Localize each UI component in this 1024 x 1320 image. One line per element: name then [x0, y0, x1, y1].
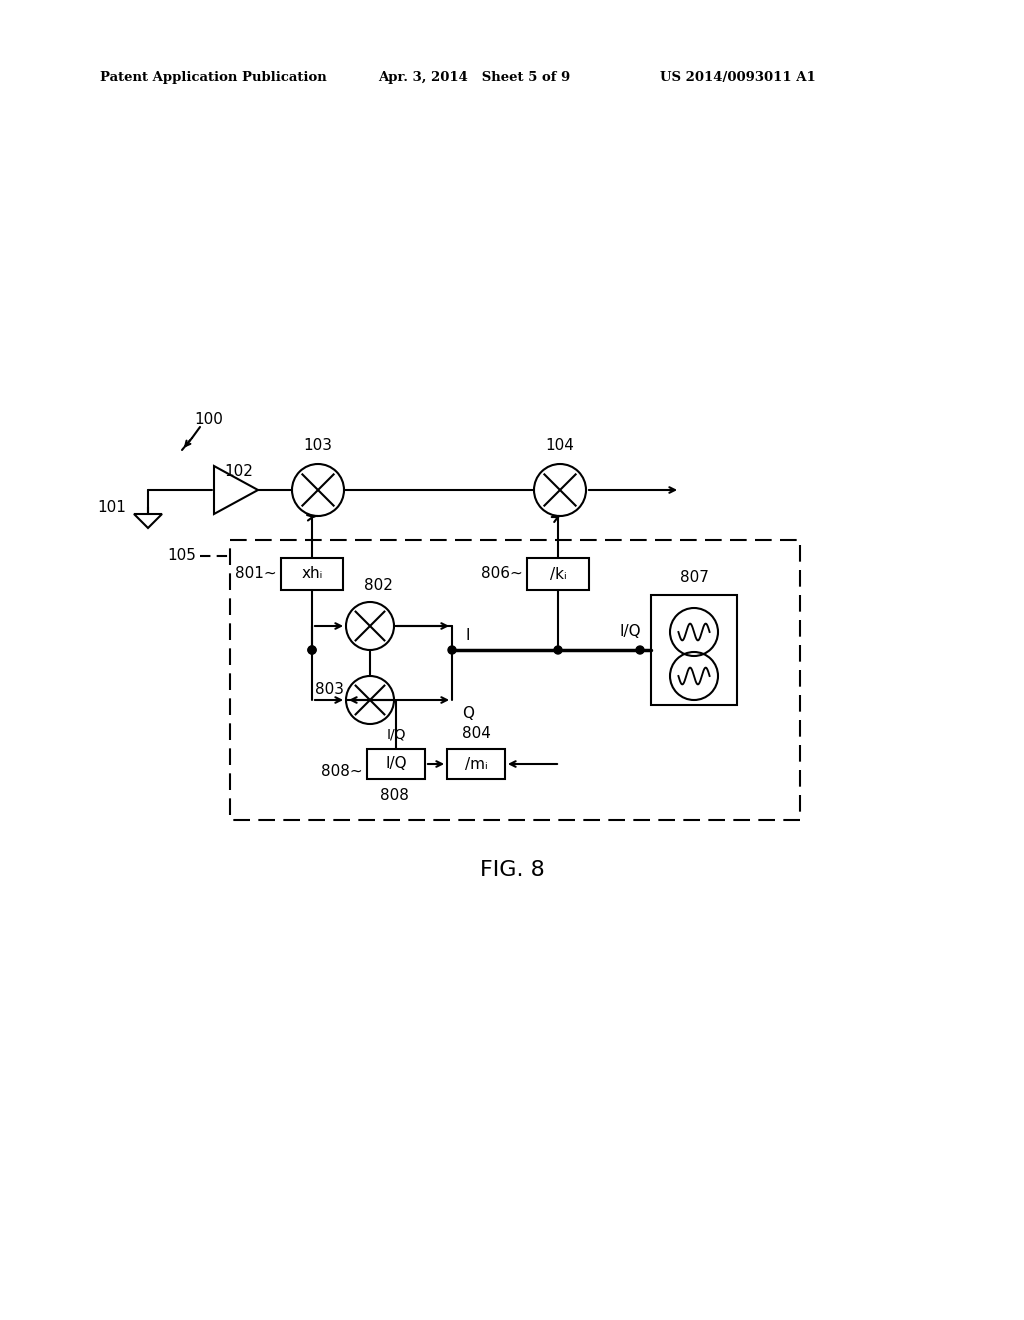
Text: Apr. 3, 2014   Sheet 5 of 9: Apr. 3, 2014 Sheet 5 of 9	[378, 71, 570, 84]
Text: 105: 105	[167, 549, 196, 564]
Text: 804: 804	[462, 726, 490, 741]
Text: I/Q: I/Q	[386, 729, 406, 742]
Text: 803: 803	[315, 682, 344, 697]
Bar	[527, 558, 589, 590]
Circle shape	[636, 645, 644, 653]
Text: 801~: 801~	[236, 566, 278, 582]
Bar	[230, 540, 800, 820]
Circle shape	[308, 645, 316, 653]
Text: /kᵢ: /kᵢ	[550, 566, 566, 582]
Text: Patent Application Publication: Patent Application Publication	[100, 71, 327, 84]
Text: 104: 104	[546, 438, 574, 454]
Text: US 2014/0093011 A1: US 2014/0093011 A1	[660, 71, 816, 84]
Text: 802: 802	[364, 578, 392, 594]
Text: I/Q: I/Q	[385, 756, 407, 771]
Bar	[651, 595, 737, 705]
Text: xhᵢ: xhᵢ	[301, 566, 323, 582]
Text: 101: 101	[97, 500, 126, 516]
Circle shape	[554, 645, 562, 653]
Bar	[447, 748, 505, 779]
Text: I/Q: I/Q	[620, 624, 641, 639]
Text: FIG. 8: FIG. 8	[479, 861, 545, 880]
Text: /mᵢ: /mᵢ	[465, 756, 487, 771]
Text: 807: 807	[680, 569, 709, 585]
Text: 808: 808	[380, 788, 409, 803]
Text: 102: 102	[224, 465, 253, 479]
Bar	[367, 748, 425, 779]
Text: I: I	[466, 628, 470, 644]
Text: Q: Q	[462, 706, 474, 722]
Circle shape	[308, 645, 316, 653]
Circle shape	[449, 645, 456, 653]
Bar	[281, 558, 343, 590]
Text: 100: 100	[194, 412, 223, 428]
Text: 808~: 808~	[322, 764, 362, 780]
Text: 103: 103	[303, 438, 333, 454]
Text: 806~: 806~	[481, 566, 523, 582]
